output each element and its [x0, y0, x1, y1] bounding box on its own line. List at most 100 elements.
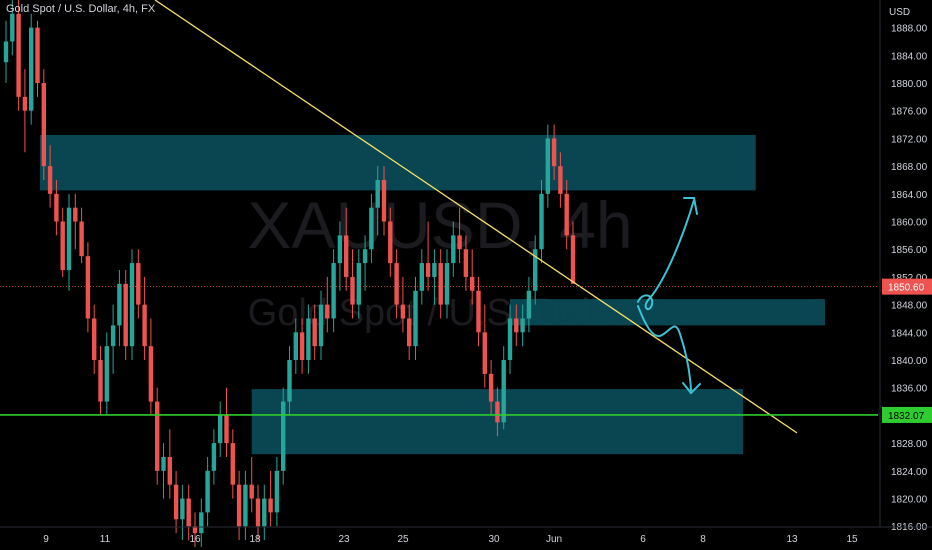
- drawn-arrow-up: [637, 199, 695, 311]
- candle-body: [173, 484, 179, 520]
- candle-body: [262, 498, 267, 527]
- candle-body: [388, 221, 393, 264]
- support-price-badge: [882, 406, 932, 423]
- candle-body: [117, 283, 122, 326]
- price-tick-label: 1884.00: [891, 51, 928, 62]
- candle-body: [224, 415, 229, 444]
- candle-body: [558, 166, 563, 194]
- candle-body: [66, 207, 72, 270]
- candle-body: [104, 346, 109, 402]
- trendline: [154, 0, 798, 434]
- date-tick-label: 9: [43, 534, 49, 545]
- candle-body: [293, 332, 298, 361]
- candle-body: [507, 318, 513, 361]
- candle-body: [211, 443, 217, 471]
- candle-body: [148, 346, 154, 402]
- candle-body: [16, 13, 21, 97]
- drawn-arrowhead-up: [683, 197, 698, 215]
- candle-body: [457, 235, 462, 250]
- candle-body: [205, 470, 210, 513]
- candle-body: [249, 484, 254, 499]
- candle-body: [318, 304, 324, 347]
- date-tick-label: 30: [488, 534, 500, 545]
- candle-body: [501, 360, 506, 423]
- price-tick-label: 1872.00: [891, 134, 928, 145]
- candle-body: [85, 256, 91, 319]
- date-tick-label: 15: [846, 534, 858, 545]
- candle-body: [444, 263, 450, 305]
- candle-body: [41, 83, 46, 167]
- candle-body: [98, 360, 103, 402]
- candle-body: [10, 13, 15, 42]
- zone-resistance: [40, 134, 756, 191]
- candle-body: [73, 207, 78, 222]
- price-tick-label: 1860.00: [891, 218, 928, 229]
- date-tick-label: 23: [338, 534, 350, 545]
- price-tick-label: 1888.00: [891, 24, 928, 35]
- candle-body: [167, 456, 172, 485]
- candle-body: [545, 138, 550, 194]
- price-tick-label: 1836.00: [891, 384, 928, 395]
- candle-body: [564, 193, 569, 236]
- candle-body: [3, 41, 9, 63]
- price-tick-label: 1868.00: [891, 162, 928, 173]
- candle-body: [463, 249, 469, 277]
- drawn-arrow-down: [637, 305, 692, 391]
- candle-body: [35, 27, 40, 84]
- candle-body: [155, 401, 160, 471]
- candle-body: [110, 325, 116, 347]
- candle-body: [123, 283, 128, 347]
- candle-body: [243, 484, 248, 527]
- candle-body: [337, 235, 343, 264]
- candle-body: [356, 263, 361, 305]
- current-price-label: 1850.60: [888, 283, 925, 294]
- candle-body: [47, 166, 53, 194]
- candles-layer: [3, 0, 576, 547]
- axis-currency: USD: [889, 7, 910, 18]
- candle-body: [129, 263, 135, 347]
- price-tick-label: 1820.00: [891, 495, 928, 506]
- overlays-layer: [0, 0, 878, 434]
- candle-body: [29, 27, 34, 111]
- candle-body: [255, 498, 261, 527]
- candle-body: [22, 96, 28, 111]
- candle-body: [381, 179, 387, 222]
- candle-body: [425, 263, 431, 277]
- date-axis: 9 11 16 18 23 25 30 Jun 6 8 13 15: [0, 526, 932, 545]
- candle-body: [394, 263, 399, 305]
- price-tick-label: 1876.00: [891, 107, 928, 118]
- candle-body: [161, 456, 166, 471]
- candle-body: [236, 484, 242, 527]
- candle-body: [312, 318, 317, 347]
- support-price-label: 1832.07: [888, 411, 925, 422]
- candle-body: [413, 290, 418, 347]
- candle-body: [362, 249, 368, 264]
- candle-body: [482, 332, 487, 374]
- candle-body: [400, 304, 406, 319]
- candle-body: [218, 415, 223, 444]
- price-tick-label: 1844.00: [891, 328, 928, 339]
- candle-body: [375, 179, 380, 208]
- axis-background: [880, 0, 932, 550]
- candle-body: [92, 318, 97, 361]
- candle-body: [230, 443, 235, 485]
- candle-body: [432, 263, 437, 277]
- drawn-arrowhead-down: [682, 382, 701, 395]
- candle-body: [325, 304, 330, 319]
- candle-body: [54, 193, 59, 222]
- candle-body: [350, 276, 355, 305]
- price-tick-label: 1852.00: [891, 273, 928, 284]
- current-price-badge: [882, 278, 932, 295]
- candle-body: [526, 290, 532, 319]
- candle-body: [470, 276, 475, 291]
- date-tick-label: 8: [700, 534, 706, 545]
- price-tick-label: 1864.00: [891, 190, 928, 201]
- candle-body: [192, 526, 198, 534]
- candle-body: [180, 498, 185, 520]
- date-tick-label: 13: [786, 534, 798, 545]
- candle-body: [142, 304, 147, 347]
- date-tick-label: Jun: [546, 534, 562, 545]
- candle-body: [488, 373, 494, 402]
- date-tick-label: 25: [397, 534, 409, 545]
